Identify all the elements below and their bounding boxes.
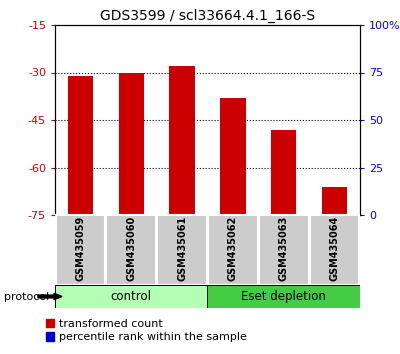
Bar	[322, 187, 347, 215]
Text: GSM435061: GSM435061	[177, 216, 187, 281]
Bar	[220, 98, 246, 215]
Bar	[259, 215, 309, 285]
Bar	[118, 211, 144, 215]
Title: GDS3599 / scl33664.4.1_166-S: GDS3599 / scl33664.4.1_166-S	[100, 8, 315, 23]
Bar	[56, 215, 105, 285]
Text: Eset depletion: Eset depletion	[241, 290, 326, 303]
Bar	[169, 66, 195, 215]
Bar	[271, 211, 296, 215]
Text: GSM435064: GSM435064	[330, 216, 340, 281]
Bar	[322, 212, 347, 215]
Bar	[55, 285, 208, 308]
Legend: transformed count, percentile rank within the sample: transformed count, percentile rank withi…	[46, 319, 247, 342]
Bar	[106, 215, 156, 285]
Text: control: control	[111, 290, 152, 303]
Text: GSM435062: GSM435062	[228, 216, 238, 281]
Text: GSM435063: GSM435063	[279, 216, 289, 281]
Bar	[68, 212, 93, 215]
Bar	[208, 215, 258, 285]
Bar	[208, 285, 360, 308]
Bar	[68, 76, 93, 215]
Text: protocol: protocol	[4, 291, 49, 302]
Bar	[310, 215, 360, 285]
Bar	[220, 212, 246, 215]
Bar	[169, 204, 195, 215]
Bar	[118, 73, 144, 215]
Bar	[271, 130, 296, 215]
Bar	[157, 215, 207, 285]
Text: GSM435060: GSM435060	[126, 216, 136, 281]
Text: GSM435059: GSM435059	[76, 216, 86, 281]
